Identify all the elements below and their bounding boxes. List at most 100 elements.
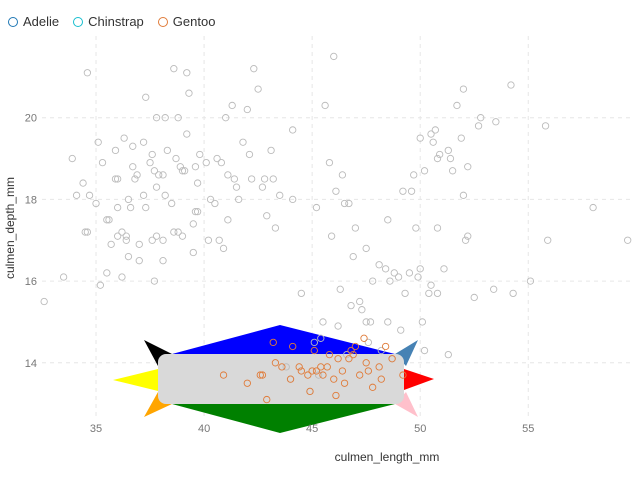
circle-marker-icon	[157, 16, 168, 27]
data-point	[172, 154, 180, 163]
data-point	[159, 257, 167, 265]
data-point	[152, 232, 161, 240]
data-point	[239, 138, 247, 146]
data-point	[431, 126, 439, 134]
data-point	[174, 114, 182, 122]
data-point	[40, 297, 48, 306]
data-point	[317, 334, 325, 342]
data-point	[464, 232, 472, 240]
data-point	[263, 212, 271, 220]
data-point	[412, 224, 420, 232]
data-point	[405, 269, 414, 277]
data-point	[217, 158, 226, 167]
data-point	[433, 154, 442, 163]
data-point	[146, 158, 154, 167]
data-point	[230, 175, 238, 183]
data-point-gentoo	[271, 359, 280, 367]
x-tick-label: 50	[414, 423, 426, 435]
legend-label: Gentoo	[172, 14, 216, 29]
x-tick-label: 55	[522, 423, 534, 435]
data-point	[416, 265, 424, 273]
data-point	[150, 277, 159, 285]
overlay-right-arrow	[404, 369, 434, 390]
data-point	[235, 195, 243, 204]
data-point	[83, 69, 92, 77]
data-point	[111, 175, 120, 183]
data-point	[191, 163, 200, 171]
data-point	[118, 228, 126, 236]
legend: Adelie Chinstrap Gentoo	[8, 14, 215, 29]
data-point-gentoo	[263, 395, 271, 404]
data-point	[122, 236, 130, 244]
data-point	[271, 224, 280, 232]
data-point	[189, 248, 197, 257]
data-point-gentoo	[360, 334, 368, 342]
overlay-bottom-wedge	[172, 404, 395, 433]
data-point	[161, 114, 169, 122]
data-point-gentoo	[351, 342, 360, 351]
legend-item-chinstrap[interactable]: Chinstrap	[73, 14, 144, 29]
data-point	[180, 167, 189, 175]
data-point	[459, 191, 468, 199]
data-point	[349, 252, 357, 261]
data-point	[319, 318, 327, 326]
legend-item-gentoo[interactable]: Gentoo	[157, 14, 216, 29]
axes: 35 40 45 50 55 14 16 18 20 culmen_length_mm culmen…	[3, 113, 534, 464]
data-point	[509, 289, 517, 298]
data-point	[196, 150, 204, 159]
data-point	[384, 318, 392, 326]
overlay-center-box	[158, 354, 404, 404]
data-point	[92, 199, 100, 208]
data-point	[427, 130, 435, 138]
data-point	[446, 154, 455, 163]
data-point	[327, 232, 336, 240]
data-point	[459, 85, 468, 93]
data-point	[407, 187, 416, 195]
data-point	[397, 326, 405, 334]
data-point	[470, 293, 478, 302]
data-point	[332, 187, 340, 195]
data-point	[178, 167, 187, 175]
data-point	[124, 195, 133, 204]
data-point	[381, 265, 390, 273]
y-axis-title: culmen_depth_mm	[3, 177, 17, 279]
data-point	[624, 236, 632, 244]
data-point	[129, 142, 137, 150]
legend-item-adelie[interactable]: Adelie	[8, 14, 59, 29]
circle-marker-icon	[8, 16, 18, 27]
data-point	[433, 224, 442, 232]
data-point-gentoo	[297, 367, 305, 375]
data-point	[369, 277, 377, 285]
data-point	[178, 232, 187, 240]
data-point	[105, 216, 113, 224]
data-point	[448, 167, 457, 175]
data-point-gentoo	[345, 355, 353, 363]
data-point	[490, 285, 498, 293]
data-point	[189, 220, 197, 228]
data-point-gentoo	[362, 359, 370, 367]
data-point	[148, 150, 156, 159]
data-point	[457, 134, 465, 142]
data-point	[347, 301, 355, 310]
data-point	[267, 146, 275, 155]
data-point-gentoo	[312, 367, 321, 375]
data-point	[113, 203, 122, 212]
data-point	[436, 150, 444, 159]
data-point	[390, 269, 398, 277]
data-point	[193, 208, 202, 216]
data-point-gentoo	[340, 379, 349, 387]
data-point	[386, 277, 394, 285]
data-point-gentoo	[364, 367, 372, 375]
legend-label: Chinstrap	[88, 14, 144, 29]
data-point	[103, 269, 111, 277]
data-point	[440, 265, 448, 273]
x-tick-label: 40	[198, 423, 210, 435]
data-point	[427, 281, 435, 289]
data-point-gentoo	[278, 363, 286, 371]
y-tick-label: 14	[25, 358, 37, 370]
data-point	[433, 289, 442, 298]
data-point	[85, 191, 94, 199]
data-point	[120, 134, 128, 142]
data-point	[135, 240, 143, 248]
